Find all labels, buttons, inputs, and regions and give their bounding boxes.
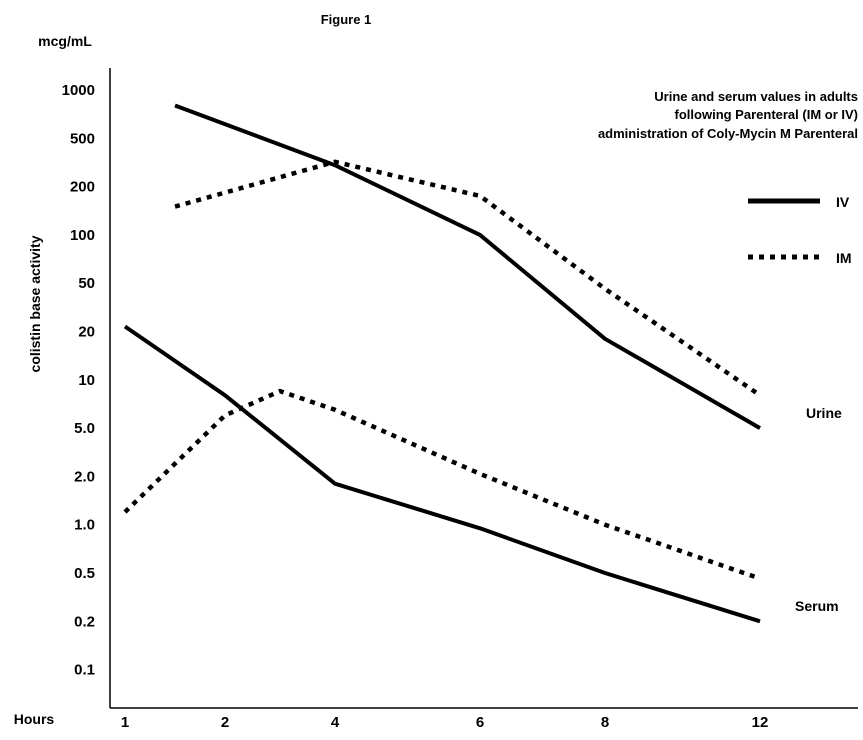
y-tick-label: 5.0 (74, 420, 95, 437)
series-group (123, 103, 762, 624)
series-line-serum-iv (123, 324, 761, 624)
y-tick-label: 1.0 (74, 517, 95, 534)
urine-label: Urine (806, 405, 842, 421)
y-tick-label: 20 (78, 324, 95, 341)
x-tick-label: 4 (331, 714, 340, 731)
x-axis-title: Hours (14, 711, 55, 727)
x-tick-label: 2 (221, 714, 229, 731)
x-tick-label: 6 (476, 714, 484, 731)
y-tick-label: 0.1 (74, 662, 95, 679)
series-line-serum-im (123, 388, 761, 581)
annotation-line-2: following Parenteral (IM or IV) (675, 107, 858, 122)
y-tick-label: 2.0 (74, 468, 95, 485)
serum-label: Serum (795, 598, 839, 614)
x-tick-label: 12 (752, 714, 769, 731)
legend: IV IM (748, 194, 852, 266)
y-tick-label: 100 (70, 227, 95, 244)
y-tick-label: 0.5 (74, 565, 95, 582)
x-ticks: 1 2 4 6 8 12 (121, 714, 769, 731)
annotation-line-3: administration of Coly-Mycin M Parentera… (598, 126, 858, 141)
legend-iv-label: IV (836, 194, 850, 210)
y-ticks: 1000 500 200 100 50 20 10 5.0 2.0 1.0 0.5 0.2 0.1 (62, 82, 95, 679)
legend-im-label: IM (836, 250, 852, 266)
x-tick-label: 8 (601, 714, 609, 731)
y-tick-label: 500 (70, 130, 95, 147)
y-tick-label: 50 (78, 275, 95, 292)
y-tick-label: 1000 (62, 82, 95, 99)
x-tick-label: 1 (121, 714, 129, 731)
annotation-line-1: Urine and serum values in adults (654, 89, 858, 104)
y-unit-label: mcg/mL (38, 33, 92, 49)
series-line-urine-iv (174, 103, 761, 430)
y-tick-label: 10 (78, 372, 95, 389)
chart-title: Figure 1 (321, 12, 372, 27)
y-tick-label: 0.2 (74, 613, 95, 630)
y-axis-title: colistin base activity (27, 235, 43, 372)
y-tick-label: 200 (70, 179, 95, 196)
series-line-urine-im (174, 159, 762, 398)
